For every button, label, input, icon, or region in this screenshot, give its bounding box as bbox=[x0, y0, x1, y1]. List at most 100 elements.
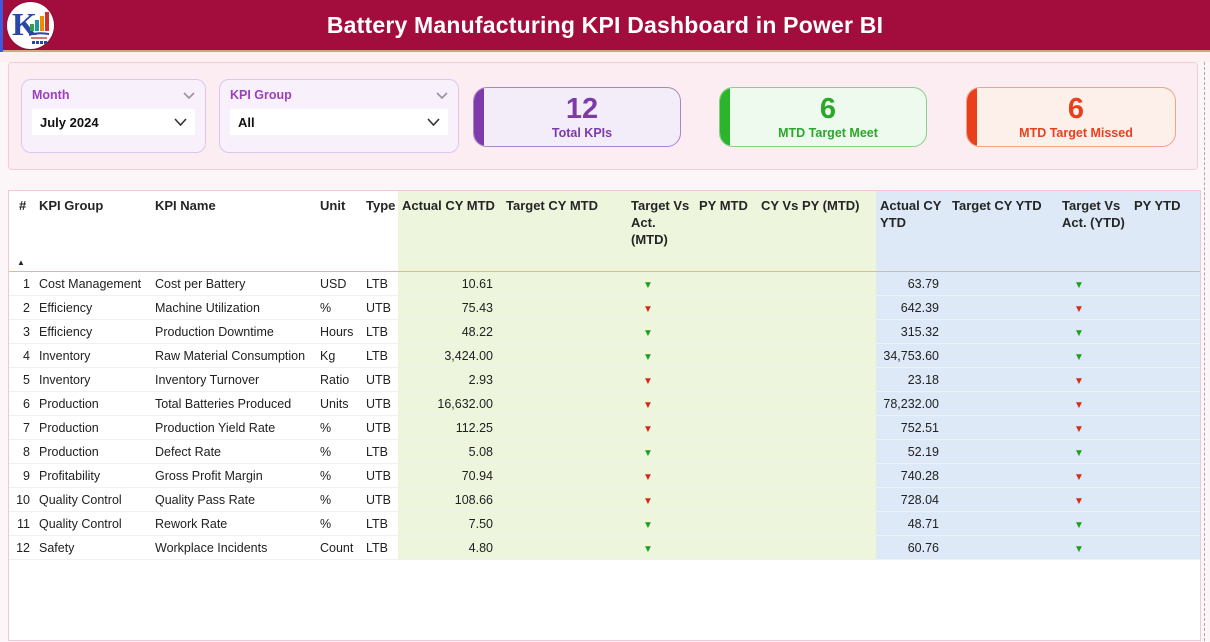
cell-name: Total Batteries Produced bbox=[151, 391, 316, 416]
total-kpis-label: Total KPIs bbox=[551, 125, 613, 140]
kpi-group-dropdown-value: All bbox=[238, 114, 255, 130]
cell-cy_py_mtd bbox=[757, 319, 876, 344]
cell-py_ytd bbox=[1130, 271, 1200, 296]
month-slicer: Month July 2024 bbox=[21, 79, 206, 153]
cell-py_ytd bbox=[1130, 319, 1200, 344]
cell-name: Defect Rate bbox=[151, 439, 316, 464]
cell-cy_py_mtd bbox=[757, 271, 876, 296]
trend-indicator-cell: ▼ bbox=[1058, 439, 1130, 464]
col-header-type[interactable]: Type bbox=[362, 191, 398, 272]
cell-name: Quality Pass Rate bbox=[151, 487, 316, 512]
mtd-target-meet-label: MTD Target Meet bbox=[778, 125, 878, 140]
cell-unit: % bbox=[316, 511, 362, 536]
col-header-target-cy-ytd[interactable]: Target CY YTD bbox=[948, 191, 1058, 272]
cell-cy_py_mtd bbox=[757, 391, 876, 416]
trend-indicator-cell: ▼ bbox=[1058, 295, 1130, 320]
col-header-target-vs-act-mtd[interactable]: Target Vs Act. (MTD) bbox=[627, 191, 695, 272]
chevron-down-icon[interactable] bbox=[183, 91, 195, 99]
cell-py_mtd bbox=[695, 511, 757, 536]
col-header-unit[interactable]: Unit bbox=[316, 191, 362, 272]
trend-indicator-cell: ▼ bbox=[1058, 487, 1130, 512]
col-header-cy-vs-py-mtd[interactable]: CY Vs PY (MTD) bbox=[757, 191, 876, 272]
down-triangle-green-icon: ▼ bbox=[1074, 279, 1084, 291]
cell-actual_mtd: 4.80 bbox=[398, 535, 502, 560]
col-header-py-mtd[interactable]: PY MTD bbox=[695, 191, 757, 272]
cell-target_ytd bbox=[948, 511, 1058, 536]
month-dropdown-value: July 2024 bbox=[40, 114, 99, 130]
trend-indicator-cell: ▼ bbox=[627, 415, 695, 440]
col-header-target-cy-mtd[interactable]: Target CY MTD bbox=[502, 191, 627, 272]
kpi-group-dropdown[interactable]: All bbox=[230, 109, 448, 135]
down-triangle-red-icon: ▼ bbox=[643, 399, 653, 411]
filter-panel: Month July 2024 KPI Group All 12 Total K… bbox=[8, 62, 1198, 170]
down-triangle-green-icon: ▼ bbox=[1074, 519, 1084, 531]
col-header-kpi-name[interactable]: KPI Name bbox=[151, 191, 316, 272]
cell-cy_py_mtd bbox=[757, 439, 876, 464]
down-triangle-green-icon: ▼ bbox=[643, 327, 653, 339]
trend-indicator-cell: ▼ bbox=[1058, 535, 1130, 560]
cell-group: Profitability bbox=[35, 463, 151, 488]
cell-py_ytd bbox=[1130, 511, 1200, 536]
trend-indicator-cell: ▼ bbox=[1058, 511, 1130, 536]
cell-py_mtd bbox=[695, 487, 757, 512]
chevron-down-icon[interactable] bbox=[436, 91, 448, 99]
cell-group: Quality Control bbox=[35, 511, 151, 536]
trend-indicator-cell: ▼ bbox=[627, 391, 695, 416]
down-triangle-green-icon: ▼ bbox=[1074, 447, 1084, 459]
cell-cy_py_mtd bbox=[757, 487, 876, 512]
trend-indicator-cell: ▼ bbox=[1058, 271, 1130, 296]
cell-name: Production Downtime bbox=[151, 319, 316, 344]
mtd-target-meet-card[interactable]: 6 MTD Target Meet bbox=[719, 87, 927, 147]
cell-num: 8 bbox=[9, 439, 35, 464]
cell-target_ytd bbox=[948, 367, 1058, 392]
month-dropdown[interactable]: July 2024 bbox=[32, 109, 195, 135]
trend-indicator-cell: ▼ bbox=[627, 319, 695, 344]
cell-actual_ytd: 315.32 bbox=[876, 319, 948, 344]
trend-indicator-cell: ▼ bbox=[627, 343, 695, 368]
cell-type: UTB bbox=[362, 463, 398, 488]
col-header-index[interactable]: # ▲ bbox=[9, 191, 35, 272]
kpi-group-slicer: KPI Group All bbox=[219, 79, 459, 153]
col-header-actual-cy-ytd[interactable]: Actual CY YTD bbox=[876, 191, 948, 272]
cell-actual_mtd: 3,424.00 bbox=[398, 343, 502, 368]
down-triangle-red-icon: ▼ bbox=[643, 375, 653, 387]
table-row: 12 Safety Workplace Incidents Count LTB 4.80 ▼… bbox=[9, 535, 1200, 560]
cell-unit: Ratio bbox=[316, 367, 362, 392]
total-kpis-card[interactable]: 12 Total KPIs bbox=[473, 87, 681, 147]
down-triangle-green-icon: ▼ bbox=[643, 519, 653, 531]
col-header-py-ytd[interactable]: PY YTD bbox=[1130, 191, 1200, 272]
cell-group: Efficiency bbox=[35, 319, 151, 344]
cell-type: LTB bbox=[362, 511, 398, 536]
col-header-kpi-group[interactable]: KPI Group bbox=[35, 191, 151, 272]
cell-num: 2 bbox=[9, 295, 35, 320]
table-row: 10 Quality Control Quality Pass Rate% UTB 10… bbox=[9, 487, 1200, 512]
cell-cy_py_mtd bbox=[757, 511, 876, 536]
cell-py_mtd bbox=[695, 319, 757, 344]
col-header-target-vs-act-ytd[interactable]: Target Vs Act. (YTD) bbox=[1058, 191, 1130, 272]
cell-unit: % bbox=[316, 415, 362, 440]
cell-num: 6 bbox=[9, 391, 35, 416]
cell-actual_ytd: 48.71 bbox=[876, 511, 948, 536]
sort-ascending-icon[interactable]: ▲ bbox=[17, 257, 25, 267]
page-title: Battery Manufacturing KPI Dashboard in P… bbox=[326, 12, 884, 38]
cell-py_mtd bbox=[695, 439, 757, 464]
trend-indicator-cell: ▼ bbox=[1058, 463, 1130, 488]
cell-name: Inventory Turnover bbox=[151, 367, 316, 392]
mtd-target-missed-card[interactable]: 6 MTD Target Missed bbox=[966, 87, 1176, 147]
cell-cy_py_mtd bbox=[757, 535, 876, 560]
cell-actual_ytd: 34,753.60 bbox=[876, 343, 948, 368]
table-row: 4 Inventory Raw Material Consumption Kg LTB 3… bbox=[9, 343, 1200, 368]
cell-name: Raw Material Consumption bbox=[151, 343, 316, 368]
down-triangle-red-icon: ▼ bbox=[643, 303, 653, 315]
cell-actual_mtd: 112.25 bbox=[398, 415, 502, 440]
cell-name: Cost per Battery bbox=[151, 271, 316, 296]
cell-target_mtd bbox=[502, 343, 627, 368]
cell-actual_mtd: 10.61 bbox=[398, 271, 502, 296]
col-header-actual-cy-mtd[interactable]: Actual CY MTD bbox=[398, 191, 502, 272]
cell-actual_ytd: 60.76 bbox=[876, 535, 948, 560]
cell-type: UTB bbox=[362, 295, 398, 320]
cell-group: Production bbox=[35, 439, 151, 464]
down-triangle-green-icon: ▼ bbox=[643, 351, 653, 363]
app-header: Battery Manufacturing KPI Dashboard in P… bbox=[0, 0, 1210, 52]
cell-py_mtd bbox=[695, 535, 757, 560]
